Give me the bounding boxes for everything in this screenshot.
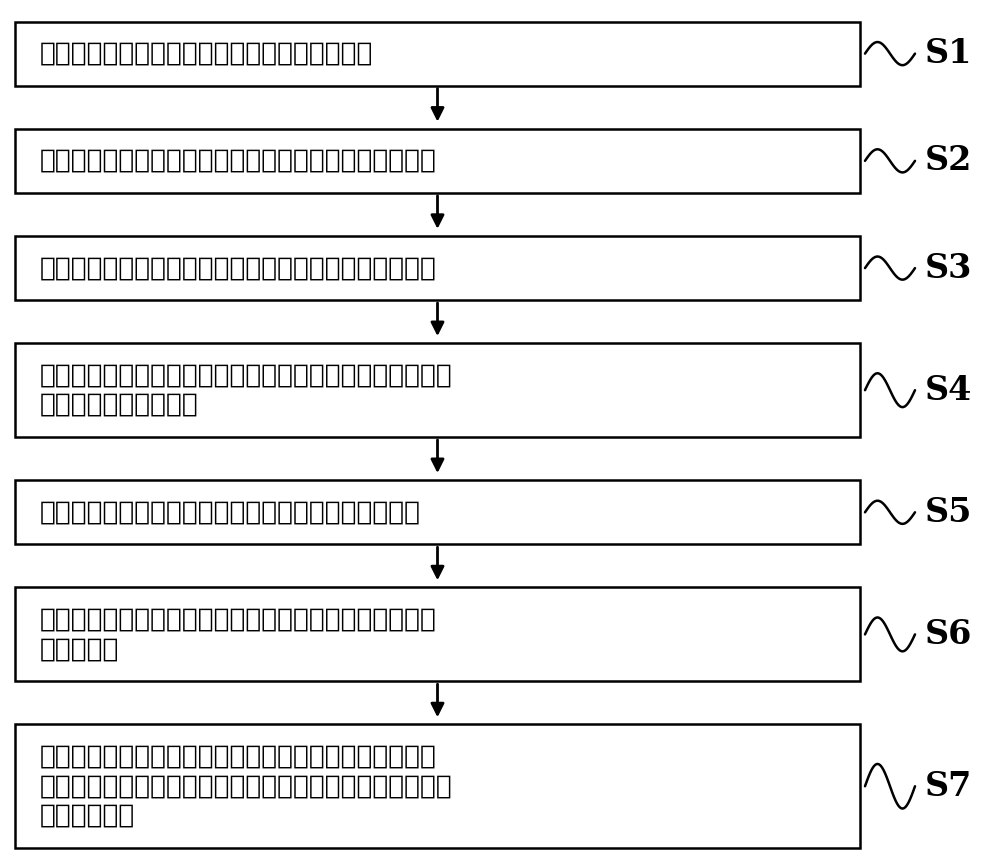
- Text: S4: S4: [925, 374, 972, 406]
- Text: S3: S3: [925, 251, 972, 285]
- Text: S5: S5: [925, 496, 972, 529]
- Bar: [15, 22, 860, 86]
- Text: 刻蚀去除位于所述多晶硅栅极层两侧的部分侧墙覆盖层以: 刻蚀去除位于所述多晶硅栅极层两侧的部分侧墙覆盖层以: [40, 606, 437, 633]
- Text: 厚度的所述侧墙覆盖层: 厚度的所述侧墙覆盖层: [40, 392, 199, 418]
- Text: 在所述多晶硅有源层上依次形成栅绝缘层和多晶硅栅极层: 在所述多晶硅有源层上依次形成栅绝缘层和多晶硅栅极层: [40, 148, 437, 174]
- Bar: [15, 724, 860, 848]
- Text: 形成侧墙；: 形成侧墙；: [40, 636, 119, 662]
- Text: S6: S6: [925, 618, 972, 651]
- Bar: [15, 236, 860, 300]
- Bar: [15, 480, 860, 544]
- Text: 执行化学机械抛光工艺，去除所述多晶硅栅极层上方的部分: 执行化学机械抛光工艺，去除所述多晶硅栅极层上方的部分: [40, 362, 453, 388]
- Text: 执行第二次离子注入工艺向所述多晶硅栅极层和位于所述: 执行第二次离子注入工艺向所述多晶硅栅极层和位于所述: [40, 744, 437, 770]
- Text: 执行第一次离子注入工艺向所述多晶硅栅极层注入离子: 执行第一次离子注入工艺向所述多晶硅栅极层注入离子: [40, 499, 421, 525]
- Bar: [15, 344, 860, 437]
- Text: 和漏极掺杂区: 和漏极掺杂区: [40, 803, 135, 829]
- Text: S1: S1: [925, 37, 972, 70]
- Bar: [15, 129, 860, 193]
- Bar: [15, 587, 860, 681]
- Text: 提供一衬底，在所述衬底上形成有多晶硅有源层: 提供一衬底，在所述衬底上形成有多晶硅有源层: [40, 40, 373, 66]
- Text: 形成覆盖所述栅绝缘层和所述多晶硅栅极层的侧墙覆盖层: 形成覆盖所述栅绝缘层和所述多晶硅栅极层的侧墙覆盖层: [40, 255, 437, 281]
- Text: S7: S7: [925, 770, 972, 802]
- Text: S2: S2: [925, 145, 972, 177]
- Text: 侧墙两侧的所述多晶硅有源层中注入离子，形成源极掺杂区: 侧墙两侧的所述多晶硅有源层中注入离子，形成源极掺杂区: [40, 773, 453, 799]
